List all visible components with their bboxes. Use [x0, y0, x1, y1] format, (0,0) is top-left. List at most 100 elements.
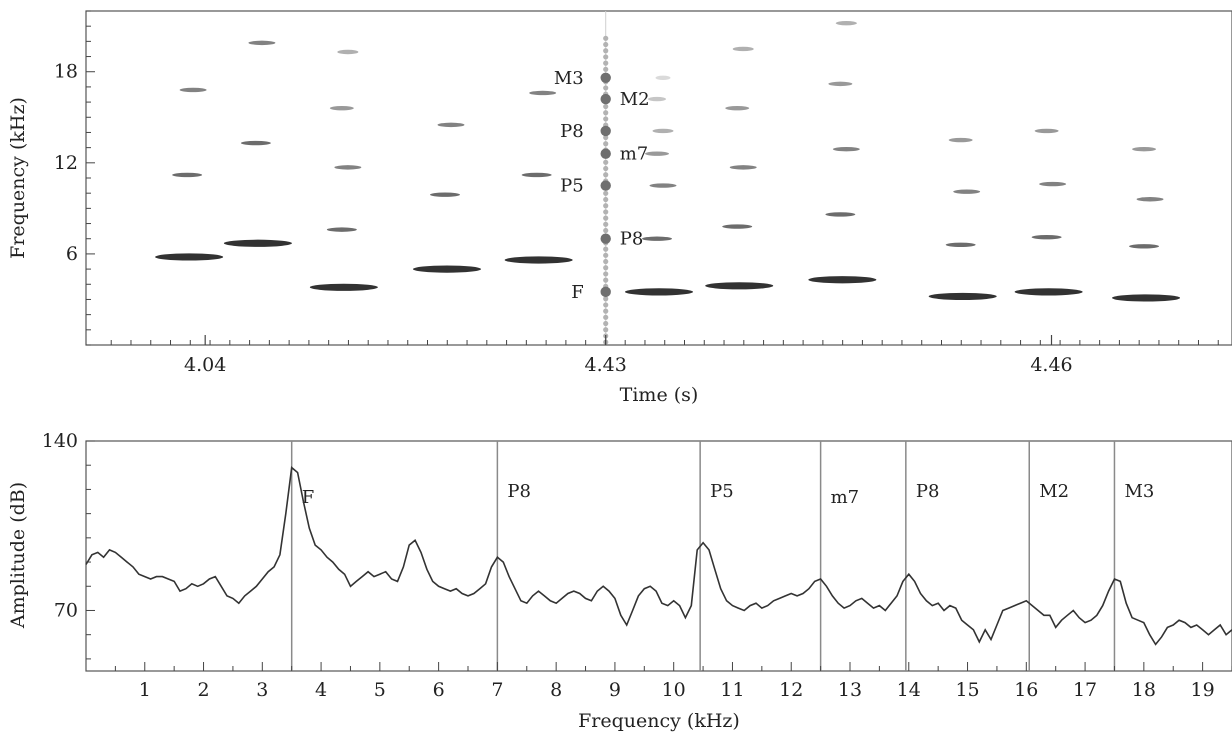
harmonic-band — [334, 165, 362, 170]
harmonic-band — [835, 20, 857, 26]
marker-dot — [603, 85, 609, 91]
harmonic-point — [600, 125, 611, 137]
y-tick-label: 6 — [66, 243, 78, 265]
harmonic-band — [1031, 235, 1062, 240]
harmonic-point-label: m7 — [620, 144, 649, 165]
spectrum-line — [85, 466, 1232, 646]
x-tick-label: 12 — [779, 679, 803, 701]
harmonic-line-label: m7 — [831, 487, 860, 508]
marker-dot — [603, 172, 609, 178]
x-tick-label: 1 — [139, 679, 151, 701]
spectrogram-y-axis-title: Frequency (kHz) — [7, 97, 29, 259]
fundamental-band — [625, 288, 693, 296]
x-tick-label: 17 — [1073, 679, 1097, 701]
harmonic-band — [652, 128, 674, 134]
marker-dot — [603, 215, 609, 221]
harmonic-band — [529, 90, 557, 96]
harmonic-band — [648, 96, 666, 102]
x-tick-label: 8 — [550, 679, 562, 701]
harmonic-point-label: M2 — [620, 89, 650, 110]
marker-dot — [603, 190, 609, 196]
x-tick-label: 4.43 — [585, 354, 627, 376]
harmonic-band — [655, 75, 671, 81]
harmonic-band — [729, 165, 757, 170]
marker-dot — [603, 48, 609, 54]
harmonic-band — [825, 212, 856, 217]
harmonic-band — [1129, 244, 1160, 249]
x-tick-label: 6 — [433, 679, 445, 701]
harmonic-band — [642, 236, 672, 241]
fundamental-band — [223, 239, 292, 247]
x-tick-label: 9 — [609, 679, 621, 701]
marker-dot — [603, 258, 609, 265]
harmonic-band — [722, 224, 753, 229]
marker-dot — [603, 35, 609, 41]
spectrum-x-axis: 1 2 3 4 5 6 7 8 9 10 11 12 13 14 15 16 17 18 19 — [114, 662, 1232, 701]
harmonic-band — [1039, 181, 1067, 187]
spectrum-plot-frame — [85, 440, 1232, 672]
marker-dot — [603, 54, 609, 60]
x-tick-label: 3 — [256, 679, 268, 701]
harmonic-point-label: F — [571, 282, 584, 303]
harmonic-point — [600, 148, 611, 159]
marker-dot — [603, 141, 609, 147]
x-tick-label: 4.46 — [1030, 354, 1072, 376]
harmonic-band — [1136, 197, 1164, 202]
harmonic-point-label: P8 — [560, 121, 584, 142]
spectrum-y-axis-title: Amplitude (dB) — [7, 482, 29, 629]
x-tick-label: 16 — [1014, 679, 1038, 701]
harmonic-band — [953, 189, 981, 194]
x-tick-label: 4 — [315, 679, 327, 701]
marker-dot — [603, 314, 609, 320]
marker-dot — [603, 296, 609, 302]
marker-dot — [603, 209, 609, 215]
spectrogram-x-axis-title: Time (s) — [620, 384, 699, 406]
marker-dot — [603, 116, 609, 122]
harmonic-band — [725, 105, 750, 111]
marker-dot — [603, 134, 609, 141]
harmonic-line-label: P5 — [710, 481, 734, 502]
fundamental-band — [808, 276, 877, 284]
spectrogram-calls — [155, 20, 1181, 302]
x-tick-label: 13 — [838, 679, 862, 701]
x-tick-label: 19 — [1191, 679, 1215, 701]
harmonic-band — [240, 140, 271, 146]
harmonic-point — [600, 72, 611, 84]
marker-dot — [603, 41, 609, 48]
harmonic-point-label: M3 — [554, 68, 584, 89]
y-tick-label: 70 — [54, 599, 78, 621]
fundamental-band — [1112, 294, 1181, 302]
harmonic-band — [732, 46, 754, 52]
harmonic-band — [326, 227, 357, 232]
spectrogram-y-axis: 6 12 18 — [54, 10, 95, 346]
harmonic-band — [832, 146, 860, 152]
harmonic-marker-line: M3 M2 P8 m7 P5 P8 F — [554, 11, 650, 345]
harmonic-band — [429, 192, 460, 197]
x-tick-label: 15 — [955, 679, 979, 701]
harmonic-band — [828, 81, 853, 87]
marker-dot — [603, 196, 609, 203]
fundamental-band — [504, 256, 573, 264]
y-tick-label: 12 — [54, 152, 78, 174]
fundamental-band — [1014, 288, 1083, 296]
marker-dot — [603, 302, 609, 308]
fundamental-band — [928, 292, 997, 301]
x-tick-label: 14 — [897, 679, 921, 701]
harmonic-band — [948, 137, 973, 143]
marker-dot — [603, 203, 609, 209]
marker-dot — [603, 252, 609, 258]
spectrum-x-axis-title: Frequency (kHz) — [578, 710, 740, 732]
marker-dot — [603, 159, 609, 165]
marker-dot — [603, 277, 609, 283]
y-tick-label: 18 — [54, 61, 78, 83]
x-tick-label: 11 — [720, 679, 744, 701]
harmonic-line-label: P8 — [916, 481, 940, 502]
harmonic-line-label: M2 — [1039, 481, 1069, 502]
harmonic-band — [649, 183, 677, 188]
harmonic-band — [945, 242, 976, 247]
harmonic-point-label: P8 — [620, 229, 644, 250]
harmonic-band — [248, 40, 276, 46]
harmonic-line-label: P8 — [507, 481, 531, 502]
harmonic-band — [1034, 128, 1059, 134]
